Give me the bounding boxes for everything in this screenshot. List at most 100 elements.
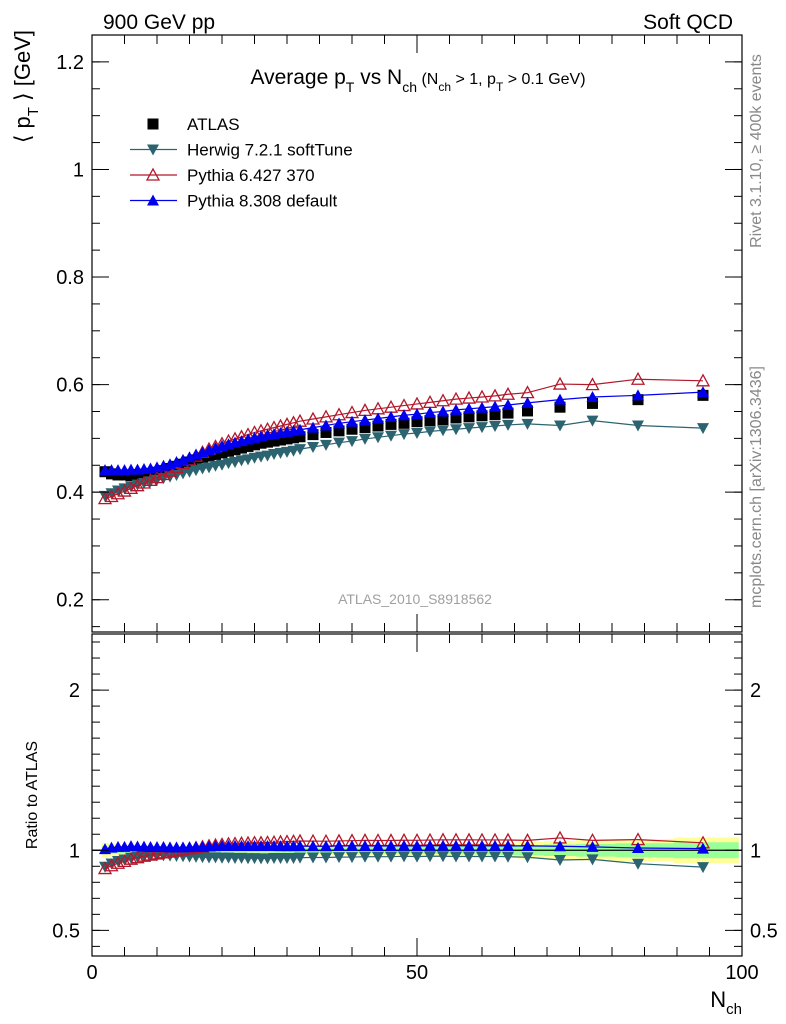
data-point	[249, 439, 260, 451]
data-point	[346, 423, 358, 435]
data-point	[104, 489, 119, 503]
data-point	[320, 439, 332, 451]
data-point	[190, 454, 202, 466]
data-point	[97, 861, 113, 875]
data-point	[229, 444, 241, 456]
y-tick-label: 0.2	[56, 590, 84, 612]
data-point	[424, 406, 436, 418]
data-point	[262, 436, 273, 448]
data-point	[385, 410, 397, 422]
y-tick-label-right: 2	[750, 680, 761, 702]
data-point	[476, 410, 488, 422]
data-point	[281, 433, 293, 445]
data-point	[437, 405, 449, 417]
ratio-series-herwig-7-2-1-softtune	[99, 850, 709, 874]
data-point	[424, 426, 436, 438]
data-point	[697, 862, 709, 874]
data-point	[275, 434, 286, 446]
data-point	[522, 405, 533, 417]
data-point	[552, 376, 568, 390]
data-point	[554, 420, 566, 432]
data-point	[307, 840, 319, 852]
data-point	[359, 422, 371, 434]
data-point	[117, 483, 132, 497]
data-point	[630, 371, 646, 385]
data-point	[223, 445, 234, 457]
data-point	[489, 400, 501, 412]
y-tick-label: 0.6	[56, 375, 84, 397]
data-point	[586, 415, 599, 427]
analysis-watermark: ATLAS_2010_S8918562	[338, 591, 492, 607]
data-point	[586, 854, 599, 866]
legend-marker	[147, 144, 159, 156]
series-pythia-8-308-default	[99, 386, 709, 476]
data-point	[123, 481, 139, 495]
axes-frame	[91, 633, 743, 957]
data-point	[502, 851, 514, 863]
data-point	[476, 851, 488, 863]
data-point	[132, 469, 143, 481]
data-point	[411, 428, 423, 439]
y-tick-label: 0.8	[56, 267, 84, 289]
data-point	[307, 429, 319, 441]
data-point	[346, 436, 358, 448]
data-point	[99, 861, 111, 873]
ratio-panel: 0.5 0.5 1 1 2 2 0 50 100 Ratio to ATLAS Nch	[24, 633, 778, 1018]
data-point	[320, 419, 332, 431]
legend-label: Pythia 6.427 370	[187, 166, 315, 185]
data-point	[112, 485, 124, 497]
data-point	[359, 433, 371, 445]
data-point	[476, 401, 488, 413]
data-point	[554, 393, 566, 405]
data-point	[586, 840, 599, 852]
data-point	[110, 486, 126, 500]
y-tick-label: 1.2	[56, 52, 84, 74]
data-point	[502, 407, 514, 419]
data-point	[320, 852, 332, 864]
data-point	[372, 851, 384, 863]
data-point	[255, 437, 267, 449]
data-point	[437, 425, 449, 437]
legend-label: Pythia 8.308 default	[187, 192, 338, 211]
energy-label: 900 GeV pp	[103, 11, 215, 34]
data-point	[398, 839, 410, 851]
data-point	[521, 839, 534, 851]
data-point	[104, 858, 119, 872]
data-point	[554, 401, 566, 413]
data-point	[333, 425, 345, 437]
y-tick-label: 1	[69, 840, 80, 862]
data-point	[695, 373, 711, 387]
data-point	[294, 840, 306, 852]
data-point	[424, 839, 436, 851]
data-point	[385, 851, 397, 863]
data-point	[450, 839, 462, 851]
data-point	[333, 437, 345, 449]
data-point	[450, 412, 462, 424]
data-point	[372, 839, 384, 851]
data-point	[450, 403, 462, 415]
data-point	[489, 409, 501, 421]
data-point	[125, 469, 137, 481]
data-point	[143, 472, 158, 486]
data-point	[502, 419, 514, 431]
data-point	[463, 402, 475, 414]
data-point	[320, 426, 332, 438]
data-point	[359, 851, 371, 863]
data-point	[463, 851, 475, 863]
data-point	[236, 442, 247, 454]
data-point	[156, 467, 171, 481]
data-point	[554, 840, 566, 852]
data-point	[105, 488, 118, 500]
data-point	[632, 858, 644, 870]
data-point	[632, 842, 644, 854]
legend-label: ATLAS	[187, 115, 240, 134]
y-tick-label-right: 0.5	[750, 920, 778, 942]
data-point	[502, 399, 514, 411]
process-label: Soft QCD	[643, 11, 733, 34]
data-point	[333, 839, 345, 851]
data-point	[118, 483, 131, 495]
data-point	[385, 430, 397, 442]
data-point	[307, 441, 319, 453]
data-point	[521, 396, 534, 408]
data-point	[450, 851, 462, 863]
